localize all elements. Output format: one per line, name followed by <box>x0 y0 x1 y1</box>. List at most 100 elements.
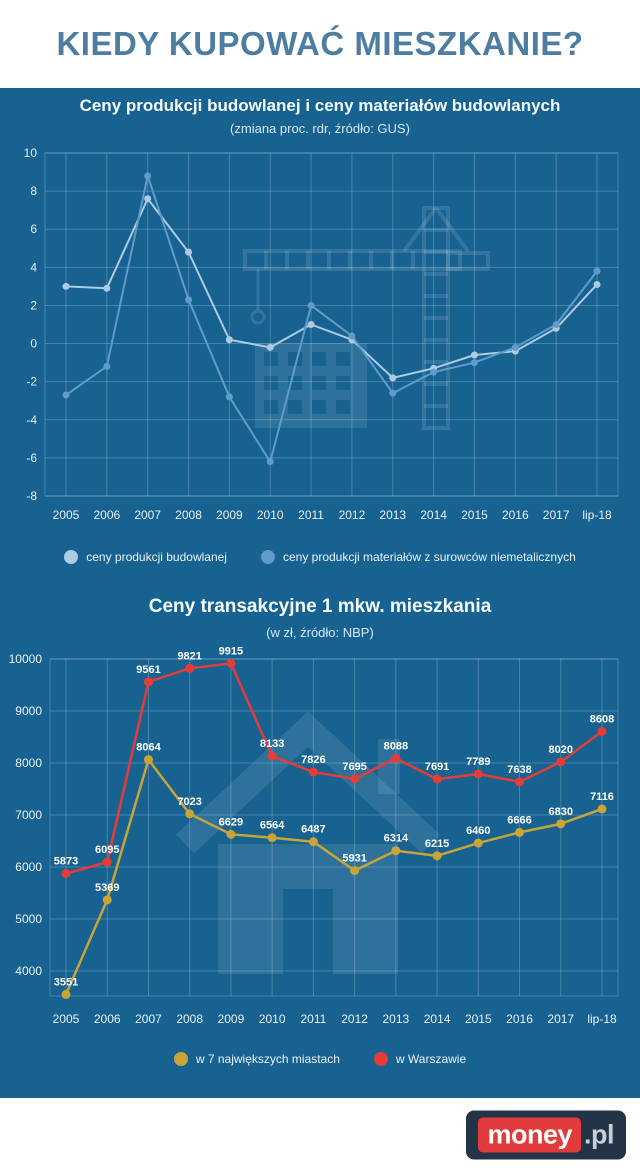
svg-text:-8: -8 <box>26 489 37 503</box>
svg-text:6666: 6666 <box>507 814 531 826</box>
chart1-legend: ceny produkcji budowlanej ceny produkcji… <box>0 550 640 564</box>
moneypl-logo-pl: .pl <box>584 1119 615 1149</box>
svg-text:2014: 2014 <box>420 508 447 522</box>
svg-text:9561: 9561 <box>136 664 160 676</box>
svg-text:2006: 2006 <box>93 508 120 522</box>
chart1-title: Ceny produkcji budowlanej i ceny materia… <box>79 96 561 115</box>
svg-text:6460: 6460 <box>466 825 490 837</box>
svg-text:-4: -4 <box>26 413 37 427</box>
svg-text:4: 4 <box>30 260 37 274</box>
chart2-legend: w 7 największych miastach w Warszawie <box>0 1052 640 1066</box>
svg-text:2010: 2010 <box>257 508 284 522</box>
svg-text:7023: 7023 <box>177 796 201 808</box>
svg-text:6564: 6564 <box>260 820 285 832</box>
svg-text:6095: 6095 <box>95 844 119 856</box>
svg-text:7826: 7826 <box>301 754 325 766</box>
svg-text:2: 2 <box>30 298 37 312</box>
chart2-title: Ceny transakcyjne 1 mkw. mieszkania <box>148 596 492 617</box>
svg-text:2007: 2007 <box>134 508 161 522</box>
legend-item-materialy: ceny produkcji materiałów z surowców nie… <box>260 550 576 564</box>
svg-text:9915: 9915 <box>219 645 243 657</box>
svg-text:2017: 2017 <box>543 508 570 522</box>
svg-text:6314: 6314 <box>384 833 409 845</box>
legend-dot <box>373 1052 388 1066</box>
legend-item-warszawa: w Warszawie <box>373 1052 467 1066</box>
svg-text:2015: 2015 <box>461 508 488 522</box>
legend-label: w Warszawie <box>395 1052 467 1066</box>
chart2-subtitle: (w zł, źródło: NBP) <box>266 625 374 640</box>
svg-text:2013: 2013 <box>382 1012 409 1026</box>
svg-text:8: 8 <box>30 184 37 198</box>
svg-text:10000: 10000 <box>9 652 43 666</box>
svg-text:2009: 2009 <box>216 508 243 522</box>
svg-text:-2: -2 <box>26 375 37 389</box>
svg-text:7000: 7000 <box>15 808 42 822</box>
legend-label: ceny produkcji budowlanej <box>86 550 227 564</box>
svg-text:10: 10 <box>24 146 38 160</box>
svg-text:2015: 2015 <box>465 1012 492 1026</box>
svg-text:2017: 2017 <box>547 1012 574 1026</box>
header: KIEDY KUPOWAĆ MIESZKANIE? <box>0 0 640 88</box>
svg-text:2008: 2008 <box>176 1012 203 1026</box>
svg-text:6487: 6487 <box>301 824 325 836</box>
house-watermark <box>176 711 440 974</box>
svg-text:0: 0 <box>30 337 37 351</box>
chart1-svg: 10 8 6 4 2 0 -2 -4 -6 -8 2005 2006 2007 2008 2009 2010 2… <box>24 146 619 522</box>
svg-text:5000: 5000 <box>15 912 42 926</box>
svg-text:8000: 8000 <box>15 756 42 770</box>
svg-text:2012: 2012 <box>339 508 366 522</box>
svg-text:2006: 2006 <box>94 1012 121 1026</box>
svg-text:5931: 5931 <box>342 853 366 865</box>
svg-text:8608: 8608 <box>590 713 614 725</box>
svg-text:2016: 2016 <box>506 1012 533 1026</box>
svg-text:2012: 2012 <box>341 1012 368 1026</box>
svg-text:2009: 2009 <box>218 1012 245 1026</box>
legend-dot <box>173 1052 188 1066</box>
svg-text:7116: 7116 <box>590 791 614 803</box>
svg-text:2005: 2005 <box>53 1012 80 1026</box>
svg-text:2011: 2011 <box>300 1012 326 1026</box>
svg-text:2016: 2016 <box>502 508 529 522</box>
svg-text:4000: 4000 <box>15 964 42 978</box>
svg-text:2013: 2013 <box>379 508 406 522</box>
svg-text:9821: 9821 <box>177 650 201 662</box>
svg-text:5369: 5369 <box>95 882 119 894</box>
legend-item-produkcja: ceny produkcji budowlanej <box>64 550 227 564</box>
svg-text:2010: 2010 <box>259 1012 286 1026</box>
svg-text:8088: 8088 <box>384 740 408 752</box>
moneypl-logo-money: money <box>478 1117 581 1152</box>
svg-text:2008: 2008 <box>175 508 202 522</box>
svg-text:2005: 2005 <box>53 508 80 522</box>
legend-label: w 7 największych miastach <box>195 1052 340 1066</box>
svg-text:7691: 7691 <box>425 761 449 773</box>
svg-text:6830: 6830 <box>549 806 573 818</box>
svg-text:8020: 8020 <box>549 744 573 756</box>
page-title: KIEDY KUPOWAĆ MIESZKANIE? <box>56 25 584 62</box>
svg-text:5873: 5873 <box>54 856 78 868</box>
svg-text:6215: 6215 <box>425 838 449 850</box>
svg-text:6629: 6629 <box>219 816 243 828</box>
svg-text:lip-18: lip-18 <box>582 508 612 522</box>
svg-text:9000: 9000 <box>15 704 42 718</box>
svg-text:3551: 3551 <box>54 976 78 988</box>
legend-dot <box>260 550 275 564</box>
moneypl-logo: money .pl <box>466 1110 626 1159</box>
chart1-subtitle: (zmiana proc. rdr, źródło: GUS) <box>230 121 410 136</box>
svg-text:7695: 7695 <box>342 761 366 773</box>
svg-text:6: 6 <box>30 222 37 236</box>
svg-text:-6: -6 <box>26 451 37 465</box>
legend-label: ceny produkcji materiałów z surowców nie… <box>282 550 576 564</box>
legend-item-miasta: w 7 największych miastach <box>173 1052 340 1066</box>
footer: money .pl <box>0 1098 640 1171</box>
svg-text:2014: 2014 <box>424 1012 451 1026</box>
svg-text:2011: 2011 <box>298 508 324 522</box>
svg-text:2007: 2007 <box>135 1012 162 1026</box>
svg-text:8133: 8133 <box>260 738 284 750</box>
svg-text:7789: 7789 <box>466 756 490 768</box>
svg-text:lip-18: lip-18 <box>587 1012 617 1026</box>
legend-dot <box>64 550 79 564</box>
crane-watermark <box>243 206 490 430</box>
chart2-svg: 10000 9000 8000 7000 6000 5000 4000 2005 2006 200… <box>9 645 619 1026</box>
svg-text:6000: 6000 <box>15 860 42 874</box>
